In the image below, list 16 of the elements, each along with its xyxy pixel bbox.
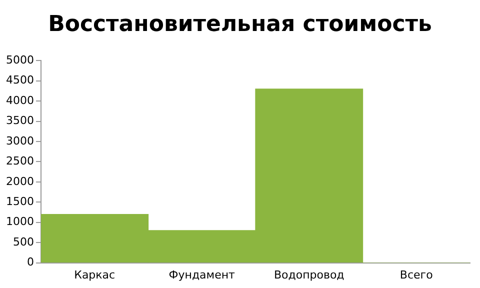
x-tick-label: Водопровод <box>274 268 345 282</box>
y-tick-label: 2000 <box>6 174 34 188</box>
y-tick-label: 1000 <box>6 215 34 228</box>
x-tick-label: Каркас <box>74 268 116 282</box>
y-tick-label: 0 <box>26 256 34 269</box>
x-tick-label: Всего <box>400 268 434 282</box>
y-tick-label: 500 <box>12 235 34 248</box>
y-tick-label: 5000 <box>6 53 34 66</box>
y-tick-label: 4000 <box>6 94 34 107</box>
y-tick-label: 4500 <box>6 74 34 87</box>
y-tick-label: 3000 <box>6 134 34 148</box>
y-tick-label: 1500 <box>6 195 34 208</box>
y-tick-label: 3500 <box>6 114 34 128</box>
y-tick-label: 2500 <box>6 154 34 168</box>
x-tick-label: Фундамент <box>168 268 236 282</box>
chart-title: Восстановительная стоимость <box>47 12 433 37</box>
